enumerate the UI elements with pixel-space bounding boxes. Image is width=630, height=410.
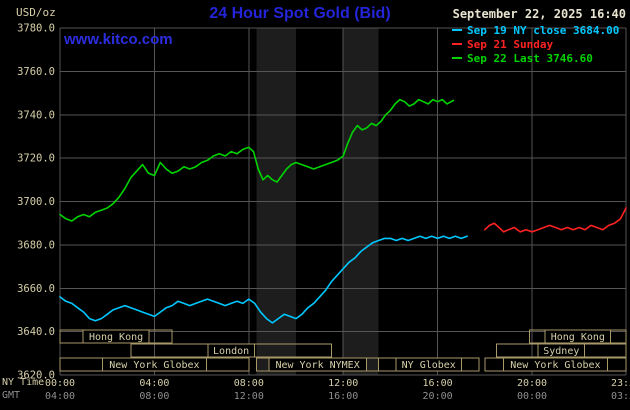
y-axis-tick: 3740.0	[17, 109, 55, 121]
session-label-box	[395, 357, 463, 372]
y-axis-tick: 3660.0	[17, 283, 55, 295]
x-axis-tick-ny: 12:00	[328, 378, 358, 389]
y-axis-tick: 3640.0	[17, 326, 55, 338]
y-axis-tick: 3780.0	[17, 23, 55, 35]
price-series-sep22	[59, 98, 455, 222]
legend-label: Sep 21 Sunday	[467, 38, 554, 51]
legend-dash-marker	[452, 57, 462, 59]
legend-dash-marker	[452, 43, 462, 45]
unit-label: USD/oz	[16, 6, 56, 19]
session-label-box	[544, 329, 612, 344]
x-axis-tick-ny: 04:00	[139, 378, 169, 389]
legend-item-sep21: Sep 21 Sunday	[452, 38, 619, 52]
session-label: New York Globex	[109, 360, 199, 371]
y-axis-tick: 3680.0	[17, 239, 55, 251]
session-label: New York Globex	[510, 360, 600, 371]
legend-label: Sep 22 Last 3746.60	[467, 52, 593, 65]
session-label-box	[502, 357, 608, 372]
x-axis-tick-gmt: 16:00	[328, 391, 358, 402]
page-title: 24 Hour Spot Gold (Bid)	[209, 5, 391, 22]
x-axis-tick-gmt: 20:00	[423, 391, 453, 402]
kitco-watermark-link[interactable]: www.kitco.com	[64, 31, 173, 48]
session-label: Hong Kong	[551, 332, 605, 343]
y-axis-tick: 3700.0	[17, 196, 55, 208]
legend-label: Sep 19 NY close 3684.00	[467, 24, 620, 37]
session-label-box	[207, 343, 255, 358]
x-axis-tick-ny: 16:00	[423, 378, 453, 389]
x-axis-tick-gmt: 08:00	[139, 391, 169, 402]
gmt-axis-label: GMT	[2, 390, 21, 401]
chart-datetime: September 22, 2025 16:40	[452, 7, 626, 21]
session-label-box	[537, 343, 585, 358]
x-axis-tick-ny: 20:00	[517, 378, 547, 389]
session-label-box	[268, 357, 367, 372]
session-label-box	[101, 357, 207, 372]
x-axis-tick-ny: 23:59	[611, 378, 630, 389]
session-label: NY Globex	[402, 360, 456, 371]
y-axis-tick: 3720.0	[17, 153, 55, 165]
x-axis-tick-gmt: 04:00	[45, 391, 75, 402]
session-label-box	[82, 329, 150, 344]
session-label: Sydney	[543, 346, 579, 357]
session-label: London	[213, 346, 249, 357]
legend-item-sep22: Sep 22 Last 3746.60	[452, 52, 619, 66]
price-series-sep19	[59, 235, 468, 324]
legend-item-sep19: Sep 19 NY close 3684.00	[452, 24, 619, 38]
x-axis-tick-gmt: 03:59	[611, 391, 630, 402]
x-axis-tick-ny: 08:00	[234, 378, 264, 389]
session-label: Hong Kong	[89, 332, 143, 343]
price-series-sep21	[483, 207, 627, 233]
legend-dash-marker	[452, 29, 462, 31]
y-axis-tick: 3620.0	[17, 370, 55, 382]
legend: Sep 19 NY close 3684.00 Sep 21 Sunday Sep …	[452, 24, 619, 66]
x-axis-tick-gmt: 00:00	[517, 391, 547, 402]
y-axis-tick: 3760.0	[17, 66, 55, 78]
x-axis-tick-ny: 00:00	[45, 378, 75, 389]
ny-time-axis-label: NY Time	[2, 377, 45, 388]
x-axis-tick-gmt: 12:00	[234, 391, 264, 402]
session-label: New York NYMEX	[275, 360, 359, 371]
